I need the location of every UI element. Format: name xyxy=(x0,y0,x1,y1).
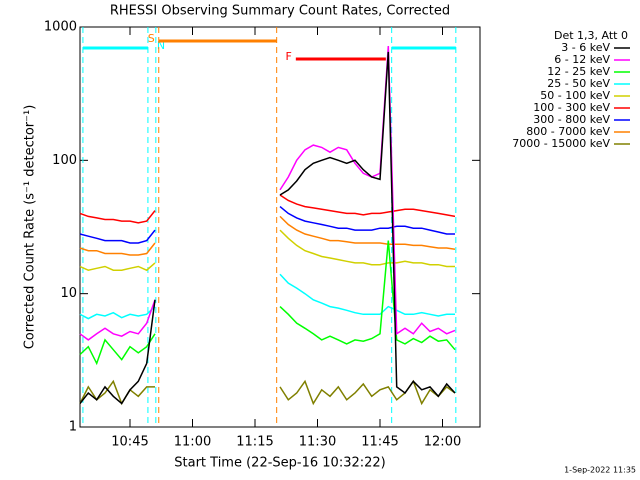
y-tick-label: 1 xyxy=(69,420,77,435)
legend-label: 3 - 6 keV xyxy=(561,41,610,54)
legend-label: 300 - 800 keV xyxy=(533,113,610,126)
plot-frame xyxy=(79,26,481,428)
legend-label: 7000 - 15000 keV xyxy=(512,137,610,150)
series-line xyxy=(79,215,456,256)
footer: 1-Sep-2022 11:35 xyxy=(564,466,636,475)
series-line xyxy=(79,206,455,244)
legend-label: 12 - 25 keV xyxy=(547,65,610,78)
y-axis-label: Corrected Count Rate (s⁻¹ detector⁻¹) xyxy=(23,105,38,350)
series-line xyxy=(79,51,456,405)
x-tick-label: 11:15 xyxy=(236,435,273,450)
series-line xyxy=(79,240,456,366)
x-tick-label: 10:45 xyxy=(111,435,148,450)
series-line xyxy=(79,273,455,320)
x-tick-label: 11:00 xyxy=(174,435,211,450)
legend-label: 100 - 300 keV xyxy=(533,101,610,114)
series-line xyxy=(79,194,456,224)
flag-label: S xyxy=(148,32,155,45)
flag-label: F xyxy=(286,50,292,63)
legend-label: 50 - 100 keV xyxy=(540,89,610,102)
y-tick-label: 100 xyxy=(52,153,77,168)
chart-title: RHESSI Observing Summary Count Rates, Co… xyxy=(110,4,450,19)
legend-title: Det 1,3, Att 0 xyxy=(554,29,628,42)
x-tick-label: 11:30 xyxy=(299,435,336,450)
flag-label: N xyxy=(157,39,165,52)
x-axis-label: Start Time (22-Sep-16 10:32:22) xyxy=(174,456,385,471)
y-tick-label: 10 xyxy=(60,286,77,301)
legend-label: 6 - 12 keV xyxy=(554,53,610,66)
x-tick-label: 12:00 xyxy=(424,435,461,450)
series-line xyxy=(79,45,456,341)
x-tick-label: 11:45 xyxy=(361,435,398,450)
legend-label: 25 - 50 keV xyxy=(547,77,610,90)
series-line xyxy=(79,379,456,406)
y-tick-label: 1000 xyxy=(44,20,77,35)
series-line xyxy=(79,229,455,272)
legend-label: 800 - 7000 keV xyxy=(526,125,610,138)
